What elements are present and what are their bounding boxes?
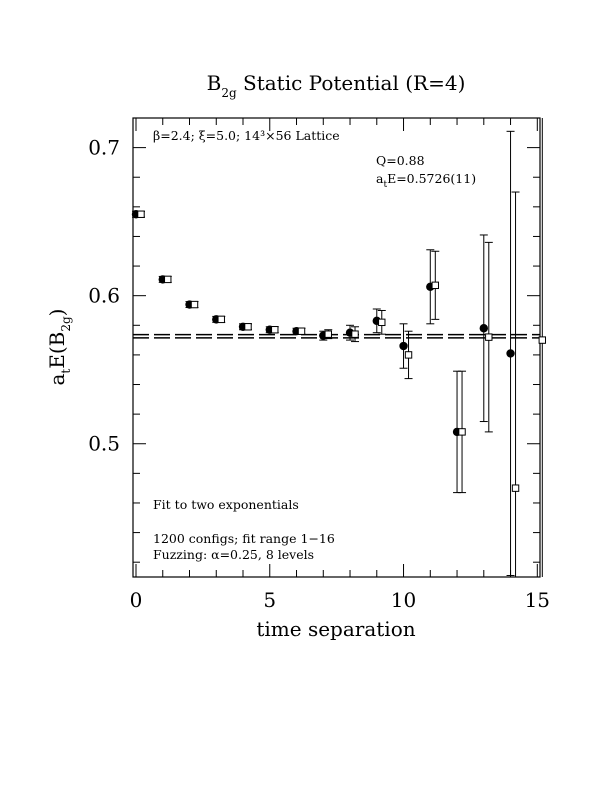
x-tick-label: 10 — [391, 588, 416, 612]
y-tick-label: 0.5 — [88, 432, 120, 456]
data-point — [297, 327, 306, 335]
data-point — [458, 370, 467, 494]
marker-square — [485, 333, 493, 341]
marker-square — [244, 323, 252, 331]
plot-border — [132, 117, 541, 578]
annotation-energy: atE=0.5726(11) — [376, 171, 476, 190]
marker-square — [324, 330, 332, 338]
data-point — [431, 250, 440, 320]
marker-square — [404, 351, 413, 359]
x-axis-label: time separation — [256, 617, 415, 641]
marker-square — [458, 428, 466, 436]
marker-square — [511, 484, 520, 492]
data-point — [190, 300, 199, 309]
annotation-fuzzing: Fuzzing: α=0.25, 8 levels — [153, 547, 314, 562]
data-point — [137, 210, 145, 218]
marker-circle — [479, 324, 488, 333]
marker-circle — [399, 341, 408, 351]
marker-square — [538, 336, 546, 344]
data-point — [270, 326, 279, 334]
annotation-lattice: β=2.4; ξ=5.0; 14³×56 Lattice — [153, 128, 340, 143]
data-point — [244, 323, 253, 331]
annotation-q: Q=0.88 — [376, 153, 425, 168]
marker-square — [137, 210, 145, 218]
marker-square — [297, 327, 306, 335]
x-tick-label: 5 — [263, 588, 276, 612]
data-point — [163, 275, 172, 284]
marker-square — [378, 318, 386, 327]
fit-band — [133, 333, 540, 339]
plot-frame — [132, 117, 541, 578]
data-point — [484, 241, 493, 433]
data-point — [377, 309, 386, 335]
marker-square — [164, 275, 172, 284]
x-tick-label: 0 — [130, 588, 143, 612]
data-point — [351, 326, 360, 343]
marker-square — [217, 315, 225, 324]
marker-circle — [506, 349, 515, 358]
y-axis-label: atE(B2g) — [45, 308, 73, 385]
y-tick-label: 0.7 — [88, 136, 120, 160]
marker-square — [351, 330, 359, 338]
marker-square — [431, 281, 439, 290]
chart-title: B2g Static Potential (R=4) — [207, 71, 466, 100]
data-point — [324, 329, 333, 340]
data-point — [479, 234, 488, 423]
data-marks — [131, 118, 546, 577]
data-point — [506, 130, 515, 577]
data-point — [538, 118, 546, 577]
data-point — [404, 330, 413, 380]
marker-square — [190, 300, 199, 309]
data-point — [399, 323, 408, 369]
annotation-configs: 1200 configs; fit range 1−16 — [153, 531, 335, 546]
y-tick-label: 0.6 — [88, 284, 120, 308]
marker-square — [271, 326, 279, 334]
axis-tick-labels: 0 5 10 15 0.5 0.6 0.7 — [88, 136, 550, 612]
annotation-fit-note: Fit to two exponentials — [153, 497, 299, 512]
data-point — [217, 315, 226, 324]
data-point — [511, 191, 520, 577]
x-tick-label: 15 — [525, 588, 550, 612]
axis-ticks — [133, 117, 540, 577]
